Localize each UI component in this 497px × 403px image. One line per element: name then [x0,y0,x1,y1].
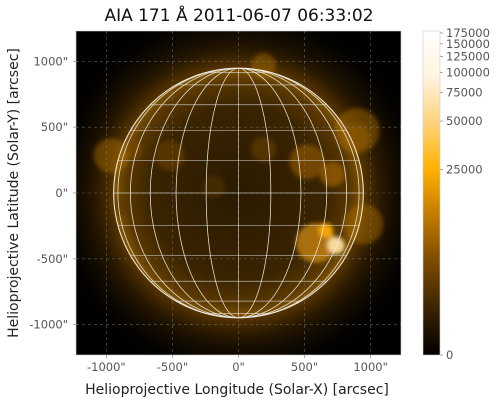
heliographic-grid [113,68,364,318]
y-axis-label: Helioprojective Latitude (Solar-Y) [arcs… [6,48,22,338]
colorbar-tick-label: 175000 [446,26,490,40]
chart-title: AIA 171 Å 2011-06-07 06:33:02 [104,6,374,26]
colorbar-tick-label: 25000 [446,163,483,177]
y-tick-label: 500" [41,120,68,134]
y-axis-ticks: 1000" 500" 0" -500" -1000" [29,54,76,332]
y-tick-label: 1000" [33,54,68,68]
x-tick-label: 0" [232,360,245,374]
plot-area [75,30,402,356]
colorbar-tick-label: 0 [446,348,453,362]
colorbar-tick-label: 125000 [446,50,490,64]
colorbar-tick-label: 100000 [446,65,490,79]
colorbar-gradient [422,30,441,356]
x-tick-label: -500" [157,360,188,374]
solar-limb [113,67,364,319]
y-tick-label: -1000" [29,318,68,332]
x-tick-label: -1000" [87,360,126,374]
colorbar-tick-label: 50000 [446,114,483,128]
colorbar-tick-label: 150000 [446,37,490,51]
x-axis-label: Helioprojective Longitude (Solar-X) [arc… [85,382,389,398]
x-tick-label: 1000" [353,360,388,374]
x-tick-label: 500" [291,360,318,374]
y-tick-label: 0" [55,186,68,200]
x-axis-ticks: -1000" -500" 0" 500" 1000" [87,355,388,374]
y-tick-label: -500" [37,252,68,266]
colorbar-tick-label: 75000 [446,86,483,100]
